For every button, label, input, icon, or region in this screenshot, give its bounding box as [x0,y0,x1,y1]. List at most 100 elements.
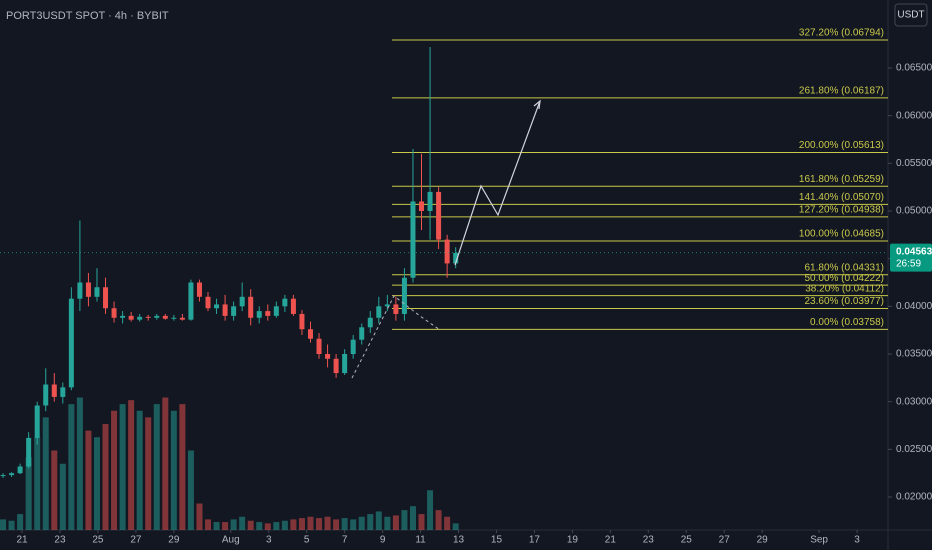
x-tick-label: 29 [757,535,769,546]
fib-label: 161.80% (0.05259) [799,174,884,185]
candle-body [128,315,134,320]
y-tick-label: 0.05500 [896,158,932,169]
candle-body [384,304,390,307]
x-tick-label: 13 [453,535,465,546]
fib-label: 61.80% (0.04331) [804,262,884,273]
candle-body [453,252,459,264]
x-tick-label: 3 [854,535,860,546]
volume-bar [42,417,49,530]
volume-bar [341,518,348,530]
fib-label: 200.00% (0.05613) [799,140,884,151]
candle-body [231,306,237,316]
candle-body [427,191,433,211]
volume-bar [444,516,451,530]
last-price-label: 0.04563 [896,246,932,257]
candle-body [316,338,322,355]
candle-body [290,298,296,314]
x-tick-label: 27 [130,535,142,546]
volume-bar [273,522,280,530]
volume-bar [264,523,271,530]
candle-body [179,317,185,320]
x-tick-label: 3 [266,535,272,546]
candle-body [350,339,356,355]
candle-body [34,405,40,438]
x-tick-label: 5 [304,535,310,546]
candle-body [393,304,399,314]
pattern-sketch [351,295,441,379]
volume-bar [307,516,314,530]
volume-bar [76,397,83,530]
candle-body [43,384,49,406]
candle-body [401,277,407,314]
volume-bar [187,450,194,530]
candle-body [256,311,262,318]
candle-body [307,329,313,339]
x-tick-label: 9 [380,535,386,546]
volume-bar [316,518,323,530]
candle-body [333,358,339,374]
fib-label: 23.60% (0.03977) [804,296,884,307]
x-tick-label: 11 [415,535,426,546]
volume-bar [68,404,75,530]
last-price-box [890,243,932,272]
volume-bar [452,523,459,530]
candle-body [162,315,168,319]
y-tick-label: 0.03500 [896,349,932,360]
y-tick-label: 0.05000 [896,206,932,217]
candle-body [222,304,228,316]
volume-bar [170,410,177,530]
x-tick-label: 23 [54,535,66,546]
volume-bar [93,437,100,530]
x-tick-label: 21 [605,535,617,546]
fib-label: 50.00% (0.04222) [804,273,884,284]
y-tick-label: 0.06000 [896,110,932,121]
volume-bar [392,515,399,530]
x-tick-label: Sep [810,535,828,546]
x-tick-label: Aug [222,535,240,546]
volume-bar [85,430,92,530]
fib-label: 100.00% (0.04685) [799,229,884,240]
volume-bar [162,397,169,530]
candle-body [111,308,117,318]
volume-bar [153,404,160,530]
candle-body [325,354,331,359]
y-tick-label: 0.04000 [896,301,932,312]
candle-body [342,354,348,374]
currency-button[interactable] [894,3,928,27]
volume-bar [418,514,425,530]
currency-label[interactable]: USDT [897,10,924,21]
candle-body [0,475,6,477]
candle-body [154,315,160,318]
volume-bar [256,522,263,530]
x-tick-label: 15 [491,535,503,546]
projection-arrowhead [533,99,541,110]
candle-body [103,287,109,309]
volume-bar [17,514,24,530]
y-tick-label: 0.02000 [896,492,932,503]
candle-body [137,316,143,320]
volume-bar [239,516,246,530]
x-tick-label: 27 [719,535,731,546]
volume-bar [333,519,340,530]
volume-bar [281,520,288,530]
x-tick-label: 29 [168,535,180,546]
x-tick-label: 17 [529,535,541,546]
candle-body [265,311,271,316]
volume-bar [384,516,391,530]
volume-bar [136,410,143,530]
y-tick-label: 0.02500 [896,444,932,455]
candle-body [214,304,220,309]
candle-body [68,298,74,388]
projection-path [454,100,541,266]
candle-body [145,316,151,318]
candle-body [273,306,279,316]
volume-bar [196,503,203,530]
volume-bar [145,417,152,530]
fib-label: 327.20% (0.06794) [799,28,884,39]
fib-label: 38.20% (0.04112) [805,283,884,294]
candle-body [444,239,450,264]
x-tick-label: 19 [567,535,579,546]
candle-body [188,282,194,320]
volume-bar [290,519,297,530]
